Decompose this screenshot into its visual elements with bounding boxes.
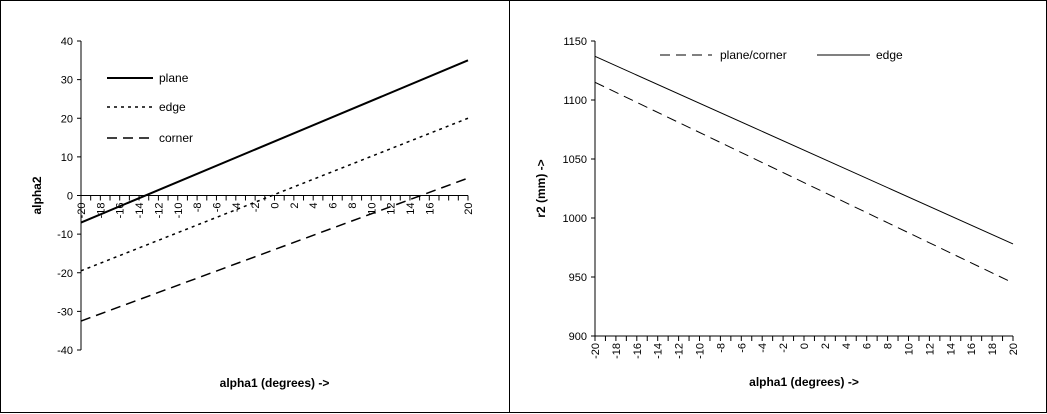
y-tick-label: 10: [61, 152, 73, 164]
x-tick-label: 8: [883, 343, 895, 349]
y-tick-label: 30: [61, 75, 73, 87]
x-tick-label: -4: [757, 343, 769, 353]
x-tick-label: 16: [424, 203, 436, 215]
legend-label: edge: [159, 100, 186, 114]
x-tick-label: 4: [841, 343, 853, 349]
x-tick-label: 14: [405, 203, 417, 215]
legend-label: plane: [159, 71, 189, 85]
x-tick-label: -6: [736, 343, 748, 353]
x-tick-label: 2: [289, 203, 301, 209]
y-tick-label: -40: [57, 345, 73, 357]
y-tick-label: -30: [57, 306, 73, 318]
x-tick-label: -8: [192, 203, 204, 213]
x-tick-label: 20: [1008, 343, 1020, 355]
x-tick-label: 12: [386, 203, 398, 215]
y-tick-label: 40: [61, 36, 73, 48]
y-tick-label: -20: [57, 268, 73, 280]
y-axis-title: alpha2: [30, 176, 44, 214]
x-axis-title: alpha1 (degrees) ->: [220, 376, 330, 390]
x-tick-label: -12: [674, 343, 686, 359]
x-tick-label: 20: [463, 203, 475, 215]
r2-chart-panel: 900 950 1000 1050 1100 1150 -20 -18 -16 -14 -12 -10…: [509, 0, 1047, 413]
legend-label: corner: [159, 131, 193, 145]
x-tick-label: -8: [715, 343, 727, 353]
x-tick-label: 6: [328, 203, 340, 209]
series-line-plane: [80, 59, 469, 224]
y-tick-label: -10: [57, 229, 73, 241]
y-tick-label: 900: [569, 331, 587, 343]
y-tick-label: 1050: [563, 154, 587, 166]
x-tick-label: -6: [211, 203, 223, 213]
x-tick-label: -20: [76, 203, 88, 219]
x-tick-label: 0: [270, 203, 282, 209]
x-tick-label: -14: [653, 343, 665, 359]
x-tick-label: -4: [231, 203, 243, 213]
x-axis-title: alpha1 (degrees) ->: [749, 375, 859, 389]
x-tick-label: 18: [987, 343, 999, 355]
y-tick-label: 1000: [563, 213, 587, 225]
x-tick-label: 6: [862, 343, 874, 349]
x-tick-label: -14: [134, 203, 146, 219]
x-tick-label: -12: [153, 203, 165, 219]
legend-label: edge: [876, 48, 903, 62]
y-tick-label: 1100: [563, 95, 587, 107]
y-tick-label: 20: [61, 113, 73, 125]
x-tick-label: -18: [611, 343, 623, 359]
series-line-plane-corner: [594, 81, 1014, 284]
alpha2-chart-panel: -40 -30 -20 -10 0 10 20 30 40 -20 -18 -16 -14 -12 -10-…: [0, 0, 510, 413]
x-tick-label: 14: [945, 343, 957, 355]
x-tick-label: -2: [778, 343, 790, 353]
y-axis-title: r2 (mm) ->: [534, 159, 548, 217]
x-tick-label: 4: [308, 203, 320, 209]
x-tick-label: 2: [820, 343, 832, 349]
legend-label: plane/corner: [720, 48, 787, 62]
x-tick-label: 10: [904, 343, 916, 355]
x-tick-label: -10: [695, 343, 707, 359]
x-tick-label: 16: [966, 343, 978, 355]
x-tick-label: 8: [347, 203, 359, 209]
x-tick-label: -2: [250, 203, 262, 213]
x-tick-label: 0: [799, 343, 811, 349]
x-tick-label: 12: [924, 343, 936, 355]
series-line-corner: [80, 177, 469, 322]
series-line-edge: [594, 55, 1014, 245]
x-tick-label: -10: [173, 203, 185, 219]
y-tick-label: 0: [67, 191, 73, 203]
x-tick-label: -16: [632, 343, 644, 359]
y-tick-label: 950: [569, 272, 587, 284]
y-tick-label: 1150: [563, 36, 587, 48]
x-tick-label: -20: [590, 343, 602, 359]
